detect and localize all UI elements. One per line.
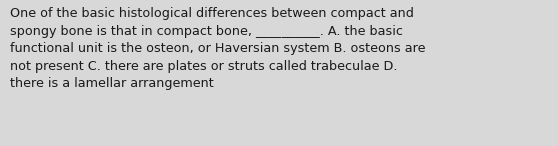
Text: One of the basic histological differences between compact and
spongy bone is tha: One of the basic histological difference… <box>10 7 426 90</box>
